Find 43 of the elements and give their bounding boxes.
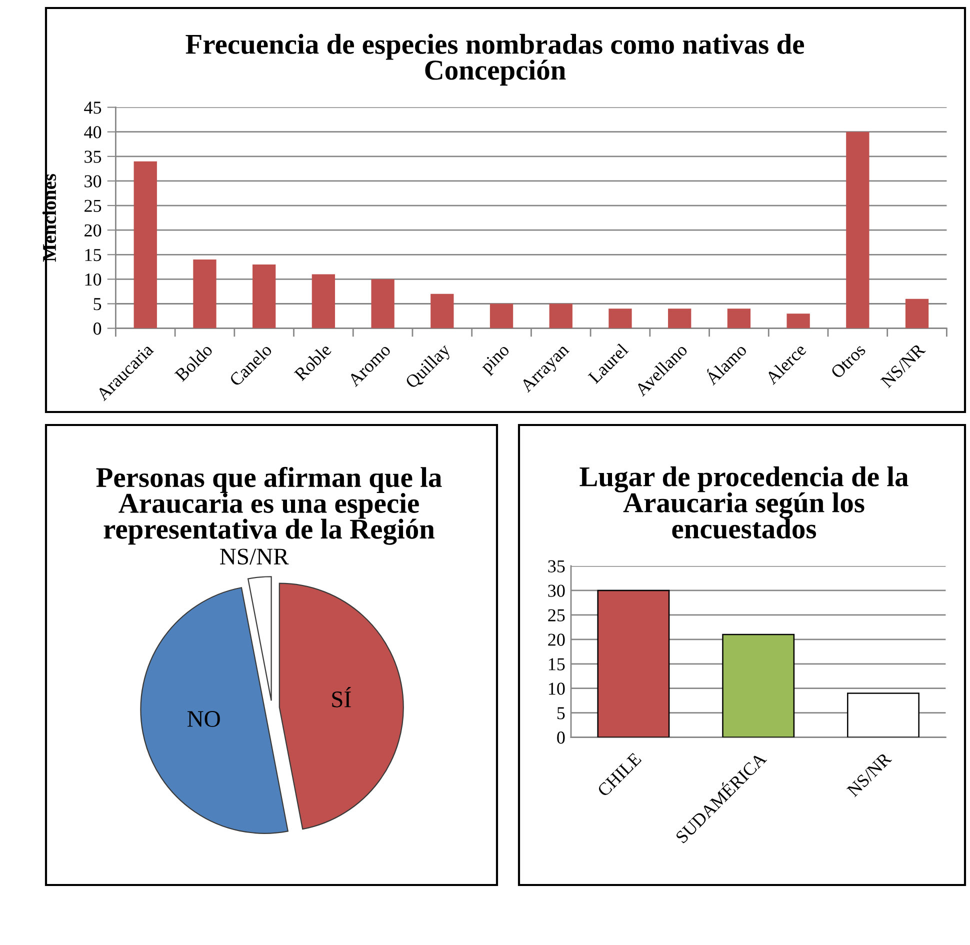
y-tick-label: 20: [548, 634, 565, 646]
y-tick-label: 0: [93, 322, 102, 335]
bar: [846, 132, 870, 328]
y-tick-label: 45: [84, 102, 102, 114]
bar: [722, 634, 795, 738]
bar: [668, 308, 692, 328]
bar: [786, 314, 810, 328]
y-tick-label: 40: [84, 126, 102, 138]
y-tick-label: 15: [85, 248, 102, 262]
bar: [847, 692, 920, 738]
y-tick-label: 5: [94, 298, 102, 310]
bar: [430, 294, 454, 328]
slice-label: SÍ: [332, 686, 351, 708]
y-tick-label: 25: [548, 609, 565, 622]
chart-title: Lugar de procedencia de la Araucaria según los encuestados: [580, 466, 908, 539]
y-axis-title: Menciones: [42, 174, 56, 262]
chart-title: Frecuencia de especies nombradas como nativas de Concepción: [186, 34, 804, 86]
y-tick-label: 30: [84, 175, 102, 188]
y-tick-label: 25: [84, 200, 102, 212]
x-tick-label: pino: [479, 343, 513, 376]
y-tick-label: 15: [548, 658, 565, 670]
bar: [312, 274, 336, 328]
y-tick-label: 10: [85, 273, 102, 286]
y-tick-label: 0: [557, 732, 565, 744]
bar: [727, 308, 751, 328]
y-tick-label: 35: [548, 560, 565, 572]
chart-title: Personas que afirman que la Araucaria es una especie representativa de la Región: [96, 466, 442, 545]
y-tick-label: 35: [84, 150, 102, 163]
bar: [371, 279, 394, 328]
bar: [134, 161, 157, 328]
y-tick-label: 10: [548, 682, 565, 695]
slice-label: NS/NR: [220, 548, 289, 565]
bar: [608, 308, 632, 328]
y-tick-label: 30: [548, 584, 565, 597]
bar: [597, 590, 670, 738]
bar: [549, 304, 572, 328]
y-tick-label: 20: [84, 224, 102, 237]
bar: [252, 264, 276, 328]
bar: [490, 304, 514, 328]
slice-label: NO: [187, 711, 220, 727]
y-tick-label: 5: [557, 707, 565, 720]
bar: [193, 260, 216, 328]
bar: [905, 298, 929, 328]
